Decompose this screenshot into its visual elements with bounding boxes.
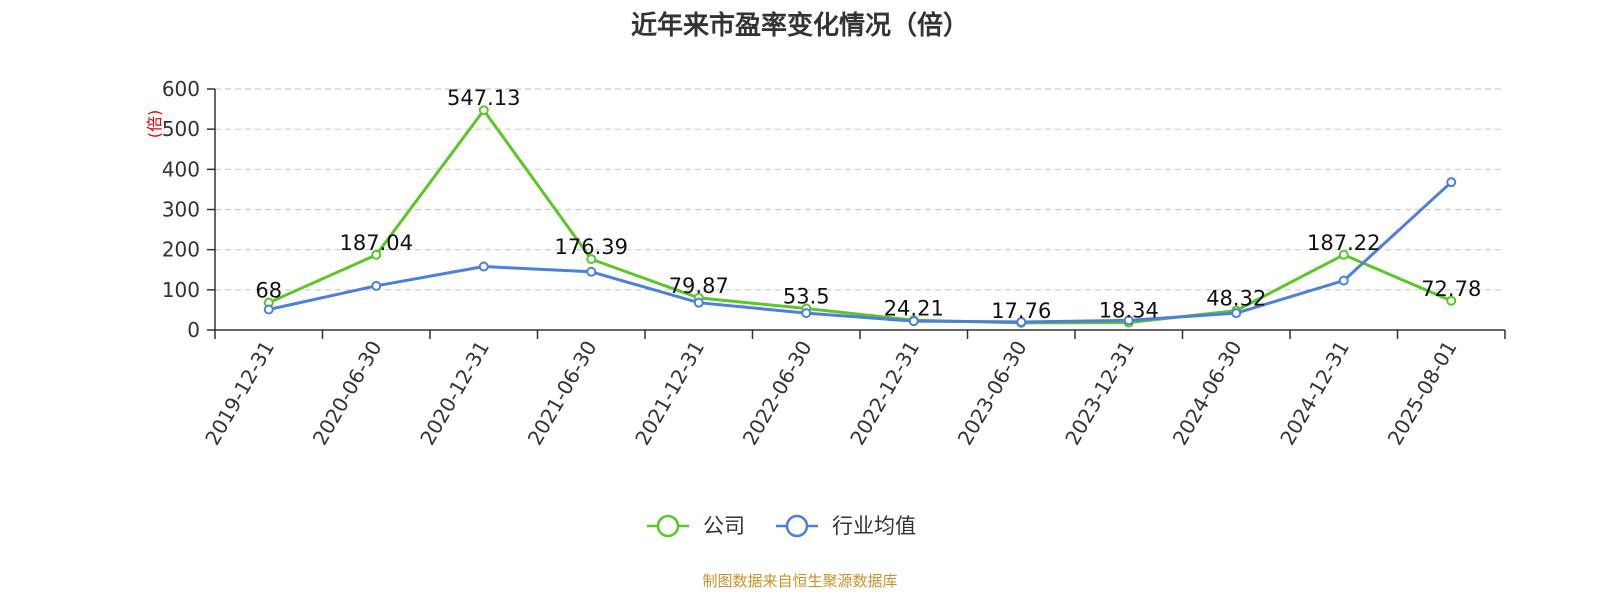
x-tick-label: 2022-12-31 [845,337,924,450]
data-label: 187.22 [1307,231,1380,255]
data-label: 72.78 [1421,277,1481,301]
x-tick-label: 2021-06-30 [523,337,602,450]
data-label: 187.04 [340,231,413,255]
data-label: 17.76 [991,299,1051,323]
grid-lines [215,88,1505,291]
series-0-point[interactable] [478,105,489,116]
y-tick-label: 100 [162,278,200,302]
x-tick-label: 2022-06-30 [738,337,817,450]
series-0-point[interactable] [1338,249,1349,260]
x-tick-label: 2023-06-30 [953,337,1032,450]
source-note: 制图数据来自恒生聚源数据库 [702,572,897,590]
y-tick-label: 600 [162,77,200,101]
y-axis-label: (倍) [145,110,164,139]
series-1-point[interactable] [1123,315,1134,326]
y-tick-label: 500 [162,117,200,141]
series-0-point[interactable] [586,254,597,265]
legend-marker [656,514,680,538]
legend-item-1[interactable]: 行业均值 [776,514,916,538]
series-line-1 [268,181,1453,324]
series-1-point[interactable] [1016,316,1027,327]
data-label: 53.5 [783,285,830,309]
series-lines [263,105,1457,328]
data-label: 18.34 [1099,299,1159,323]
x-tick-label: 2021-12-31 [630,337,709,450]
series-0-point[interactable] [1446,295,1457,306]
legend-label: 行业均值 [832,514,916,538]
legend[interactable]: 公司 行业均值 [647,514,916,538]
series-1-point[interactable] [371,280,382,291]
data-label: 176.39 [555,235,628,259]
x-tick-label: 2024-12-31 [1275,337,1354,450]
series-1-point[interactable] [693,297,704,308]
x-tick-label: 2019-12-31 [200,337,279,450]
data-labels: 68 187.04 547.13 176.39 79.87 53.5 24.21 17.76 1… [255,86,1481,323]
x-tick-label: 2024-06-30 [1168,337,1247,450]
data-label: 48.32 [1206,287,1266,311]
series-0-point[interactable] [371,249,382,260]
series-1-point[interactable] [908,316,919,327]
y-axis-ticks: 0 100 200 300 400 500 600 [162,77,215,342]
chart-title: 近年来市盈率变化情况（倍） [631,10,969,41]
y-tick-label: 400 [162,157,200,181]
series-1-point[interactable] [586,266,597,277]
series-1-point[interactable] [478,261,489,272]
y-tick-label: 300 [162,198,200,222]
x-tick-label: 2020-06-30 [308,337,387,450]
series-1-point[interactable] [263,304,274,315]
x-tick-label: 2023-12-31 [1060,337,1139,450]
legend-label: 公司 [703,514,745,538]
series-1-point[interactable] [1231,308,1242,319]
legend-marker [785,514,809,538]
legend-item-0[interactable]: 公司 [647,514,745,538]
series-1-point[interactable] [1446,177,1457,188]
data-label: 79.87 [669,274,729,298]
data-label: 547.13 [447,86,520,110]
series-1-point[interactable] [1338,275,1349,286]
x-tick-label: 2025-08-01 [1383,337,1462,450]
series-line-0 [268,108,1452,325]
y-tick-label: 200 [162,238,200,262]
series-1-point[interactable] [801,308,812,319]
data-label: 24.21 [884,296,944,320]
x-tick-label: 2020-12-31 [415,337,494,450]
y-tick-label: 0 [187,318,200,342]
data-label: 68 [255,279,282,303]
x-axis-ticks: 2019-12-31 2020-06-30 2020-12-31 2021-06-30… [200,330,1506,450]
